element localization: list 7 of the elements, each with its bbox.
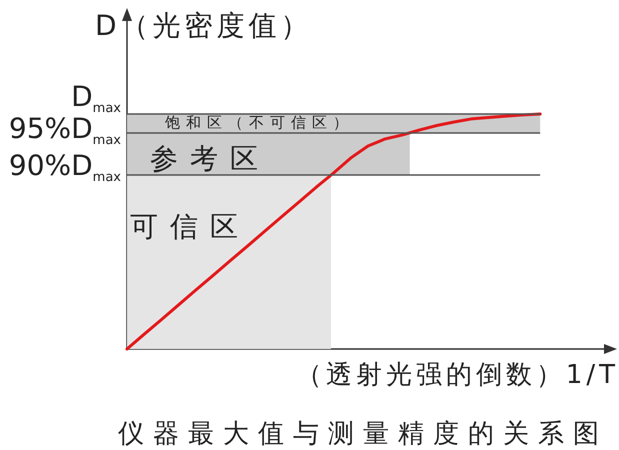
band-label: 可信区 — [130, 210, 250, 244]
text: 仪器最大值与测量精度的关系图 — [118, 419, 608, 450]
x-axis-title: （透射光强的倒数）1/T — [296, 360, 619, 391]
band-label: 参考区 — [150, 142, 270, 176]
band-label: 饱和区（不可信区） — [165, 114, 354, 132]
ref-line-label: 90%D$_{max}$ — [8, 149, 121, 186]
y-axis-title: D（光密度值） — [95, 8, 313, 42]
